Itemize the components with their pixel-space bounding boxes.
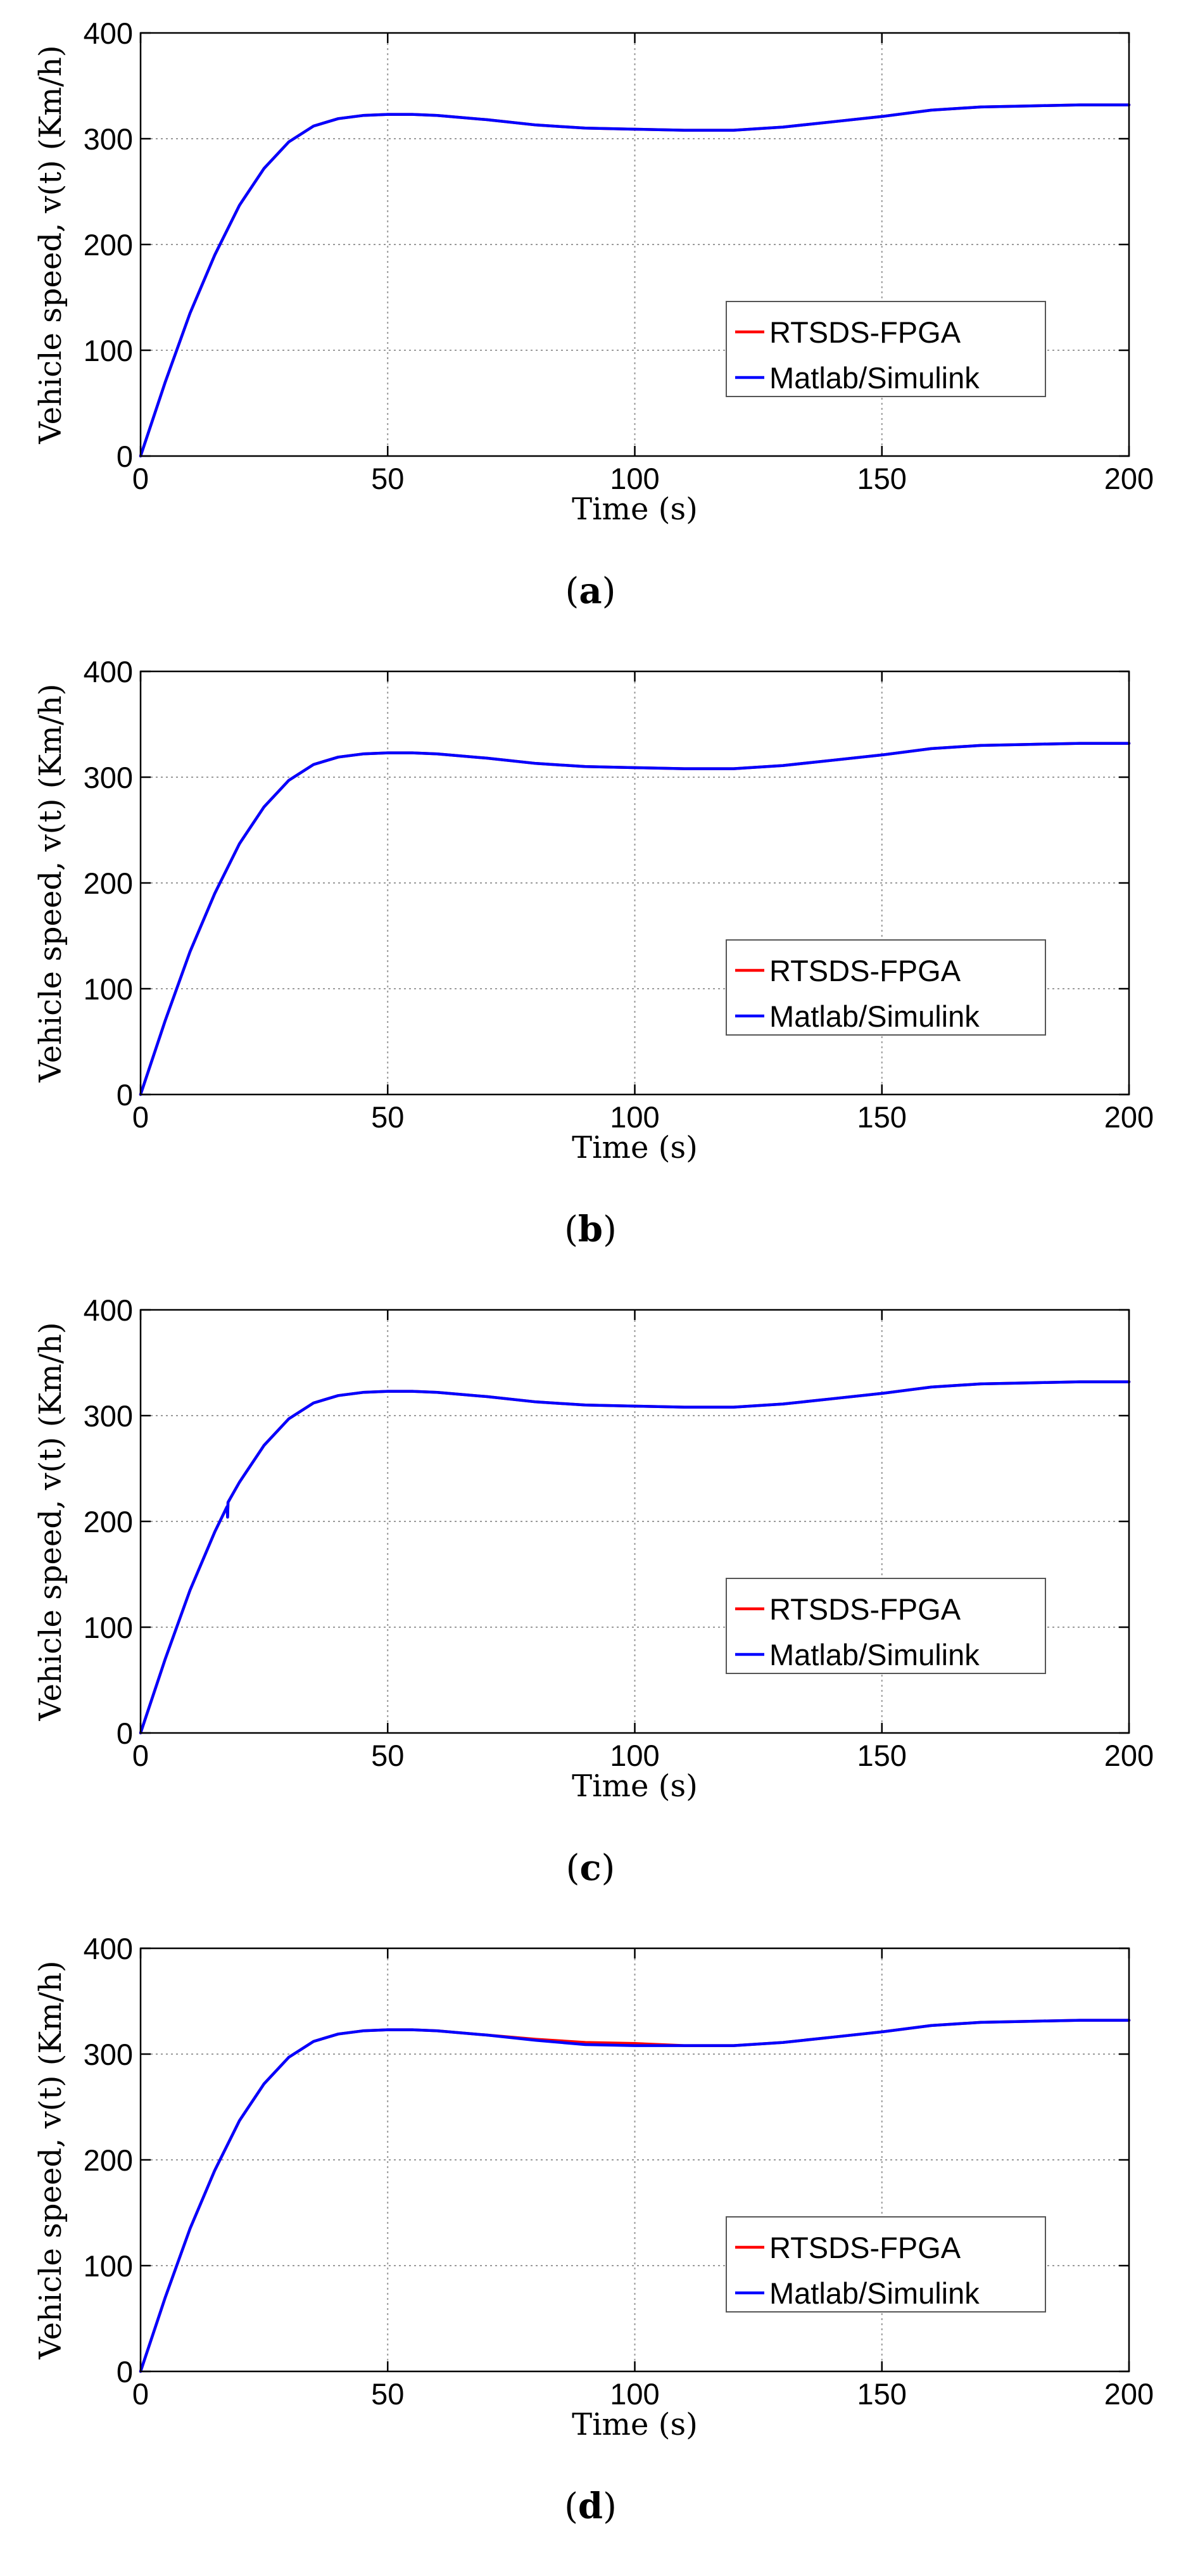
y-tick-label: 0 [117,440,133,473]
x-tick-label: 0 [132,462,149,495]
y-tick-label: 300 [84,2038,133,2071]
x-tick-label: 100 [610,462,659,495]
figure-caption: (b) [564,1209,617,1250]
x-tick-label: 200 [1104,1100,1154,1134]
x-tick-label: 50 [371,2377,404,2411]
series-line-matlab-simulink [139,1380,1131,1735]
legend-label: Matlab/Simulink [769,999,980,1033]
x-tick-label: 50 [371,462,404,495]
x-tick-label: 0 [132,2377,149,2411]
y-tick-label: 200 [84,1505,133,1539]
x-tick-label: 100 [610,1100,659,1134]
series-line-matlab-simulink [139,742,1131,1096]
x-tick-label: 150 [857,462,907,495]
figure-caption: (a) [565,570,615,612]
y-tick-label: 0 [117,1716,133,1750]
plot-frame [139,670,1130,1096]
x-tick-label: 200 [1104,462,1154,495]
legend-label: RTSDS-FPGA [769,954,961,987]
y-tick-label: 200 [84,2143,133,2177]
y-tick-label: 300 [84,122,133,156]
chart-panel-b: 0 50 100 150 200 0 100 200 300 400 Time (s) Vehicle… [33,655,1154,1250]
x-axis-label: Time (s) [572,1768,698,1804]
plot-frame [139,1309,1130,1734]
legend-box [726,2216,1046,2313]
x-tick-label: 100 [610,2377,659,2411]
legend-label: RTSDS-FPGA [769,1592,961,1626]
plot-frame [139,1947,1130,2373]
legend-box [726,939,1046,1036]
y-tick-label: 100 [84,1611,133,1644]
series-line-matlab-simulink [139,103,1131,458]
legend-label: Matlab/Simulink [769,1638,980,1672]
x-tick-label: 150 [857,2377,907,2411]
x-tick-label: 50 [371,1739,404,1772]
x-tick-label: 150 [857,1739,907,1772]
figure-caption: (d) [564,2485,617,2527]
x-tick-label: 0 [132,1100,149,1134]
chart-panel-c: 0 50 100 150 200 0 100 200 300 400 Time (s) Vehicle… [33,1293,1154,1889]
y-tick-label: 400 [84,1293,133,1327]
x-tick-label: 100 [610,1739,659,1772]
x-axis-label: Time (s) [572,492,698,527]
y-tick-label: 300 [84,761,133,794]
x-tick-label: 0 [132,1739,149,1772]
legend-label: RTSDS-FPGA [769,315,961,349]
legend-box [726,1578,1046,1674]
y-tick-label: 0 [117,2355,133,2389]
y-tick-label: 400 [84,1932,133,1965]
x-tick-label: 200 [1104,1739,1154,1772]
figure-caption: (c) [566,1847,615,1889]
chart-panel-d: 0 50 100 150 200 0 100 200 300 400 Time (s) Vehicle… [33,1932,1154,2527]
legend-label: Matlab/Simulink [769,361,980,395]
legend-label: Matlab/Simulink [769,2276,980,2310]
y-tick-label: 300 [84,1399,133,1433]
plot-frame [139,32,1130,457]
legend-box [726,301,1046,397]
x-axis-label: Time (s) [572,1130,698,1165]
y-tick-label: 200 [84,866,133,900]
x-tick-label: 200 [1104,2377,1154,2411]
y-tick-label: 100 [84,972,133,1006]
legend-label: RTSDS-FPGA [769,2231,961,2264]
y-tick-label: 100 [84,334,133,367]
x-axis-label: Time (s) [572,2407,698,2442]
y-axis-label: Vehicle speed, v(t) (Km/h) [33,683,68,1082]
y-axis-label: Vehicle speed, v(t) (Km/h) [33,45,68,444]
series-line-matlab-simulink [139,2019,1131,2373]
y-axis-label: Vehicle speed, v(t) (Km/h) [33,1960,68,2359]
y-tick-label: 400 [84,16,133,50]
x-tick-label: 50 [371,1100,404,1134]
y-tick-label: 400 [84,655,133,688]
y-tick-label: 200 [84,228,133,262]
y-tick-label: 100 [84,2249,133,2283]
y-axis-label: Vehicle speed, v(t) (Km/h) [33,1322,68,1721]
chart-panel-a: 0 50 100 150 200 0 100 200 300 400 Time (s) Vehicle… [33,16,1154,612]
y-tick-label: 0 [117,1078,133,1112]
x-tick-label: 150 [857,1100,907,1134]
